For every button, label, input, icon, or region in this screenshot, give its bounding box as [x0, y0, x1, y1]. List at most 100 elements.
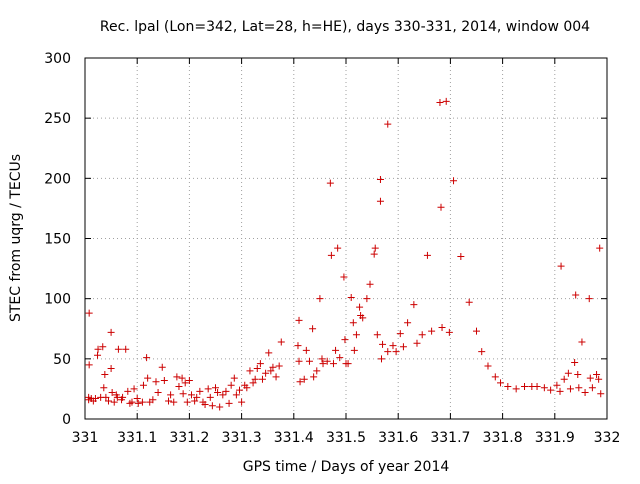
x-tick-label: 331.8	[483, 430, 523, 446]
data-point	[214, 389, 222, 397]
data-point	[219, 391, 227, 399]
data-point	[265, 349, 273, 357]
data-point	[227, 381, 235, 389]
axis-ticks: 331 331.1 331.2 331.3 331.4 331.5 331.6 331.7 33…	[44, 51, 620, 446]
data-point	[212, 384, 219, 392]
data-point	[134, 399, 142, 407]
data-point	[349, 319, 357, 327]
data-point	[149, 396, 157, 404]
data-point	[341, 336, 349, 344]
data-point	[376, 176, 384, 184]
y-axis-title: STEC from uqrg / TECUs	[8, 154, 24, 322]
data-point	[139, 381, 147, 389]
data-point	[571, 358, 579, 366]
data-point	[437, 203, 445, 211]
data-point	[547, 386, 555, 394]
data-point	[204, 385, 212, 393]
data-point	[478, 348, 486, 356]
data-point	[379, 340, 387, 348]
data-point	[323, 357, 331, 365]
x-tick-label: 331.2	[169, 430, 209, 446]
data-point	[340, 273, 348, 281]
y-tick-label: 200	[44, 171, 71, 187]
data-point	[170, 398, 178, 406]
data-point	[187, 391, 195, 399]
data-point	[327, 251, 335, 259]
data-point	[593, 370, 601, 378]
data-point	[296, 378, 304, 386]
data-point	[572, 291, 580, 299]
data-point	[410, 301, 418, 309]
data-point	[173, 373, 181, 381]
data-point	[521, 383, 529, 391]
data-point	[193, 393, 201, 401]
data-point	[389, 342, 397, 350]
data-point	[216, 403, 224, 411]
x-tick-label: 331.7	[430, 430, 470, 446]
data-point	[597, 390, 605, 398]
data-point	[313, 367, 321, 375]
data-point	[277, 338, 285, 346]
x-tick-label: 331.3	[222, 430, 262, 446]
x-tick-label: 332	[594, 430, 621, 446]
data-point	[356, 303, 364, 311]
data-point	[566, 385, 574, 393]
x-tick-label: 331.9	[535, 430, 575, 446]
data-point	[128, 398, 136, 406]
data-point	[332, 346, 340, 354]
data-point	[363, 295, 371, 303]
data-point	[560, 375, 568, 383]
data-point	[253, 364, 261, 372]
data-point	[309, 325, 317, 333]
data-point	[94, 351, 102, 359]
data-point	[133, 395, 141, 403]
data-point	[310, 373, 318, 381]
y-tick-label: 0	[62, 412, 71, 428]
data-point	[484, 362, 492, 370]
data-point	[269, 363, 277, 371]
x-tick-label: 331.6	[378, 430, 418, 446]
data-point	[122, 345, 130, 353]
data-point	[144, 374, 152, 382]
data-point	[445, 328, 453, 336]
data-point	[160, 376, 168, 384]
data-point	[158, 363, 166, 371]
data-point	[436, 99, 444, 107]
y-tick-label: 100	[44, 292, 71, 308]
data-point	[104, 397, 112, 405]
data-point	[336, 354, 344, 362]
data-point	[107, 328, 115, 336]
data-point	[428, 327, 436, 335]
data-point	[316, 295, 324, 303]
data-point	[196, 387, 204, 395]
data-point	[167, 391, 175, 399]
data-point	[152, 378, 160, 386]
data-point	[225, 399, 233, 407]
y-tick-label: 300	[44, 51, 71, 67]
data-point	[243, 384, 251, 392]
data-point	[102, 393, 110, 401]
data-point	[108, 389, 116, 397]
data-point	[232, 391, 240, 399]
data-point	[181, 379, 189, 387]
data-point	[256, 360, 264, 368]
data-point	[178, 374, 186, 382]
data-point	[183, 398, 191, 406]
data-point	[404, 319, 412, 327]
data-point	[185, 376, 193, 384]
data-point	[418, 331, 426, 339]
data-point	[329, 360, 337, 368]
data-point	[497, 379, 505, 387]
data-point	[295, 316, 303, 324]
data-point	[179, 390, 187, 398]
x-tick-label: 331.1	[117, 430, 157, 446]
data-point	[295, 357, 303, 365]
data-point	[586, 374, 594, 382]
data-point	[251, 375, 259, 383]
data-point	[423, 251, 431, 259]
data-point	[352, 331, 360, 339]
data-point	[512, 385, 520, 393]
data-point	[399, 343, 407, 351]
x-tick-label: 331.4	[274, 430, 314, 446]
